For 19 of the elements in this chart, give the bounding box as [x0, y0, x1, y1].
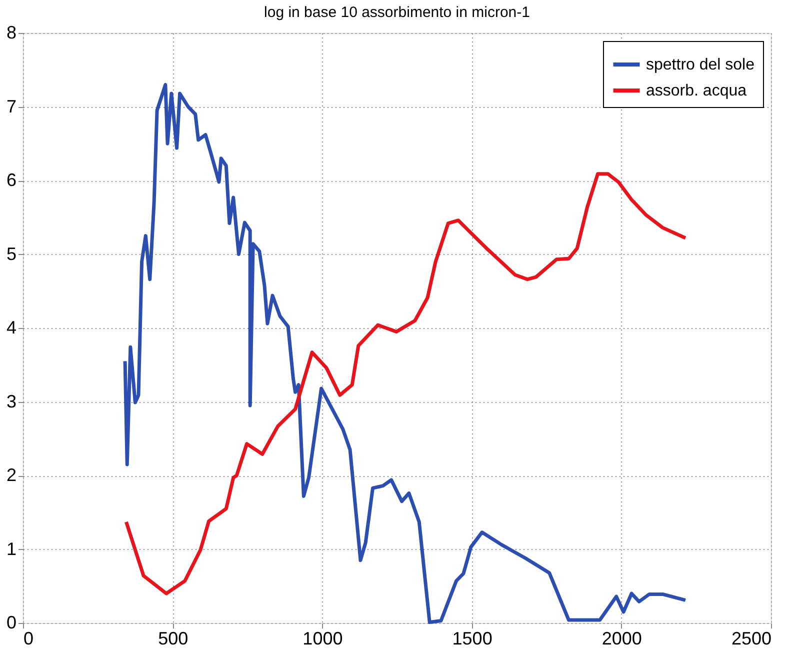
- y-tick-label: 0: [6, 612, 16, 632]
- x-tick-label: 2500: [731, 628, 772, 648]
- x-tick-label: 1000: [302, 628, 343, 648]
- y-tick-label: 1: [6, 538, 16, 559]
- y-tick-label: 5: [6, 244, 16, 264]
- legend-label: spettro del sole: [646, 56, 755, 74]
- chart-title: log in base 10 assorbimento in micron-1: [264, 4, 530, 21]
- y-tick-label: 6: [6, 170, 16, 190]
- line-series: [124, 172, 688, 596]
- y-tick-label: 4: [6, 318, 16, 338]
- x-tick-label: 0: [24, 628, 34, 648]
- y-tick-label: 8: [6, 22, 16, 42]
- y-tick-label: 7: [6, 96, 16, 116]
- legend-label: assorb. acqua: [646, 82, 747, 100]
- x-tick-label: 2000: [602, 628, 642, 648]
- x-tick-label: 1500: [452, 628, 492, 648]
- y-tick-label: 2: [6, 465, 16, 485]
- y-tick-label: 3: [6, 391, 16, 412]
- x-tick-label: 500: [158, 628, 188, 648]
